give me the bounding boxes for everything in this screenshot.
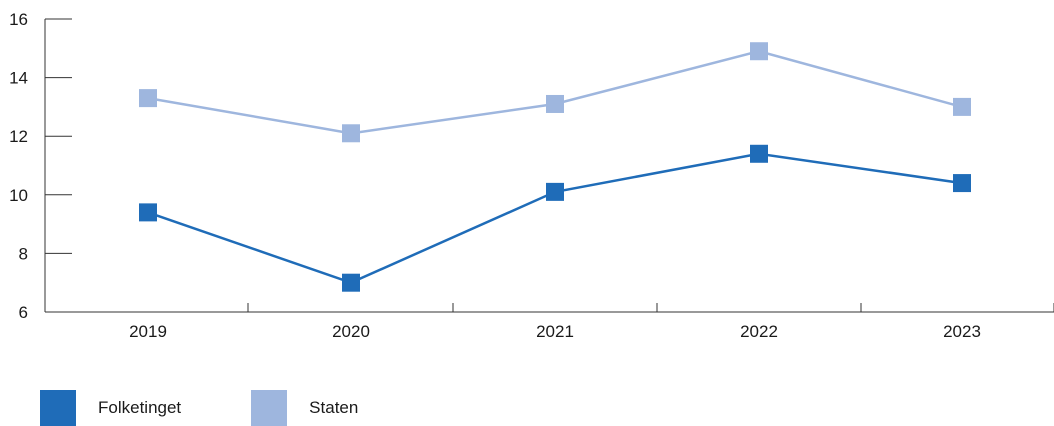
x-tick-label-2020: 2020 [332, 322, 370, 341]
x-tick-label-2023: 2023 [943, 322, 981, 341]
series-line-folketinget [147, 152, 963, 285]
series-markers [139, 42, 971, 292]
legend-label-staten: Staten [309, 398, 359, 417]
marker-staten-2022 [750, 42, 768, 61]
marker-folketinget-2021 [546, 182, 564, 201]
marker-folketinget-2022 [750, 144, 768, 163]
series-line-staten [147, 49, 963, 135]
y-tick-label-8: 8 [19, 244, 28, 263]
y-tick-label-6: 6 [19, 303, 28, 322]
legend-item-staten: Staten [251, 390, 358, 426]
legend-swatch-staten [251, 390, 288, 426]
marker-folketinget-2023 [953, 174, 971, 193]
legend-label-folketinget: Folketinget [98, 398, 182, 417]
axes: 6 8 10 12 14 16 2019 2020 2021 2022 2023 [9, 10, 1054, 341]
marker-folketinget-2019 [139, 203, 157, 222]
y-tick-label-12: 12 [9, 127, 28, 146]
x-tick-label-2022: 2022 [740, 322, 778, 341]
marker-folketinget-2020 [342, 273, 360, 292]
legend-item-folketinget: Folketinget [40, 390, 181, 426]
y-tick-label-10: 10 [9, 186, 28, 205]
x-tick-label-2019: 2019 [129, 322, 167, 341]
marker-staten-2021 [546, 94, 564, 113]
x-tick-label-2021: 2021 [536, 322, 574, 341]
marker-staten-2023 [953, 97, 971, 116]
legend-swatch-folketinget [40, 390, 76, 426]
marker-staten-2020 [342, 124, 360, 143]
series-lines [147, 49, 963, 285]
y-tick-label-14: 14 [9, 69, 28, 88]
legend: Folketinget Staten [40, 390, 428, 426]
marker-staten-2019 [139, 89, 157, 108]
y-tick-label-16: 16 [9, 10, 28, 29]
